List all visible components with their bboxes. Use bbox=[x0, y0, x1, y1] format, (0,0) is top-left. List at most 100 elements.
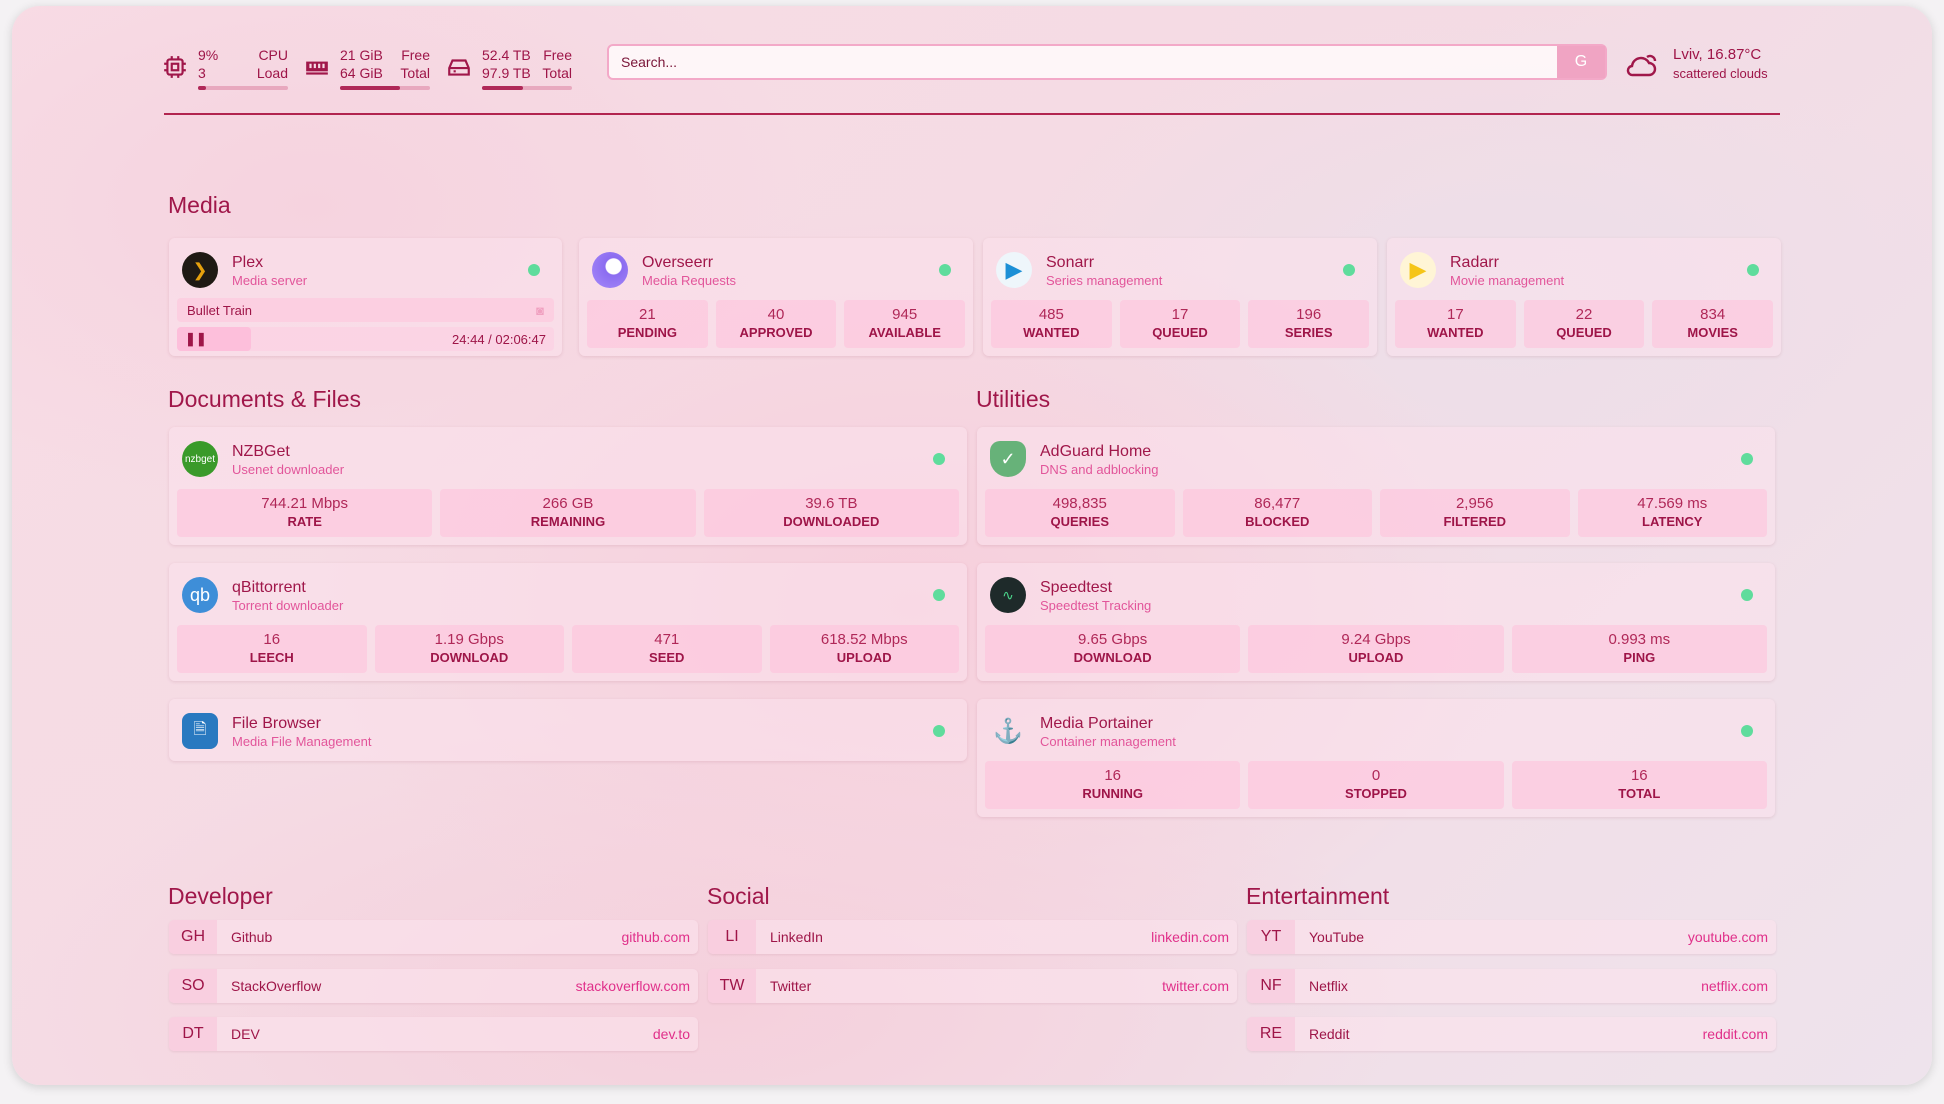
bookmark-twitter[interactable]: TW Twitter twitter.com bbox=[708, 968, 1237, 1003]
stat-label: UPLOAD bbox=[836, 650, 892, 665]
stat-block: 618.52 Mbps UPLOAD bbox=[769, 625, 959, 673]
bookmark-github[interactable]: GH Github github.com bbox=[169, 920, 698, 954]
stat-label: SEED bbox=[649, 650, 685, 665]
stat-value: 9.65 Gbps bbox=[1078, 631, 1148, 648]
disk-free-label: Free bbox=[543, 47, 572, 63]
bookmark-abbr: LI bbox=[708, 920, 756, 954]
stat-label: REMAINING bbox=[530, 514, 606, 529]
stat-value: 86,477 bbox=[1254, 495, 1301, 512]
overseerr-logo-icon bbox=[592, 252, 628, 288]
service-name: Radarr bbox=[1450, 253, 1499, 271]
stat-label: BLOCKED bbox=[1245, 514, 1310, 529]
memory-widget: 21 GiB Free 64 GiB Total bbox=[304, 46, 430, 90]
service-card-qbittorrent[interactable]: qb qBittorrent Torrent downloader 16 LEECH 1.… bbox=[169, 563, 967, 681]
stat-value: 266 GB bbox=[542, 495, 594, 512]
bookmark-url: netflix.com bbox=[1701, 977, 1768, 994]
memory-total-value: 64 GiB bbox=[340, 65, 383, 81]
memory-bar bbox=[340, 86, 430, 90]
status-dot bbox=[1741, 453, 1753, 465]
now-playing-title: Bullet Train bbox=[187, 302, 253, 318]
stat-value: 17 bbox=[1171, 306, 1189, 323]
bookmark-url: twitter.com bbox=[1162, 977, 1229, 994]
tv-icon: ◙ bbox=[536, 302, 544, 318]
status-dot bbox=[933, 725, 945, 737]
stat-value: 16 bbox=[263, 631, 281, 648]
filebrowser-logo-icon: 🗎 bbox=[182, 713, 218, 749]
stat-block: 9.65 Gbps DOWNLOAD bbox=[985, 625, 1241, 673]
bookmark-stackoverflow[interactable]: SO StackOverflow stackoverflow.com bbox=[169, 968, 698, 1003]
bookmark-abbr: RE bbox=[1247, 1017, 1295, 1051]
service-name: Overseerr bbox=[642, 253, 714, 271]
stat-value: 1.19 Gbps bbox=[434, 631, 504, 648]
service-card-plex[interactable]: ❯ Plex Media server Bullet Train ◙ ❚❚ 24:44… bbox=[169, 238, 562, 356]
bookmark-name: Netflix bbox=[1309, 977, 1348, 994]
status-dot bbox=[528, 264, 540, 276]
bookmark-reddit[interactable]: RE Reddit reddit.com bbox=[1247, 1017, 1776, 1051]
speedtest-logo-icon: ∿ bbox=[990, 577, 1026, 613]
bookmark-linkedin[interactable]: LI LinkedIn linkedin.com bbox=[708, 920, 1237, 954]
bookmark-url: reddit.com bbox=[1702, 1026, 1768, 1042]
stat-label: DOWNLOAD bbox=[1073, 650, 1152, 665]
pause-icon[interactable]: ❚❚ bbox=[185, 331, 207, 346]
stat-value: 2,956 bbox=[1455, 495, 1494, 512]
bookmark-url: dev.to bbox=[652, 1026, 690, 1042]
stat-block: 945 AVAILABLE bbox=[844, 300, 966, 348]
playback-progress[interactable]: ❚❚ 24:44 / 02:06:47 bbox=[177, 327, 554, 351]
stat-label: DOWNLOAD bbox=[430, 650, 509, 665]
stat-label: PENDING bbox=[617, 325, 677, 340]
stat-label: AVAILABLE bbox=[868, 325, 941, 340]
bookmark-name: StackOverflow bbox=[231, 977, 322, 994]
disk-bar bbox=[482, 86, 572, 90]
cloud-sun-icon bbox=[1626, 54, 1657, 76]
search-provider-button[interactable]: G bbox=[1557, 46, 1605, 78]
stat-value: 16 bbox=[1104, 767, 1121, 784]
stat-block: 1.19 Gbps DOWNLOAD bbox=[374, 625, 564, 673]
service-card-radarr[interactable]: ▶ Radarr Movie management 17 WANTED 22 QUEUED 8… bbox=[1387, 238, 1781, 356]
stat-block: 39.6 TB DOWNLOADED bbox=[703, 489, 959, 537]
stat-block: 471 SEED bbox=[572, 625, 762, 673]
header-divider bbox=[164, 113, 1780, 115]
sonarr-logo-icon: ▶ bbox=[996, 252, 1032, 288]
service-card-sonarr[interactable]: ▶ Sonarr Series management 485 WANTED 17 QUEUE… bbox=[983, 238, 1377, 356]
weather-widget: Lviv, 16.87°C scattered clouds bbox=[1625, 46, 1768, 81]
service-name: Plex bbox=[232, 253, 264, 271]
stat-value: 471 bbox=[654, 631, 680, 648]
service-name: NZBGet bbox=[232, 442, 290, 460]
stat-label: LATENCY bbox=[1642, 514, 1703, 529]
bookmark-name: DEV bbox=[231, 1026, 260, 1042]
section-title-entertainment: Entertainment bbox=[1246, 883, 1390, 909]
service-name: Speedtest bbox=[1040, 578, 1113, 596]
service-name: qBittorrent bbox=[232, 578, 306, 596]
stat-value: 0.993 ms bbox=[1608, 631, 1671, 648]
stat-block: 47.569 ms LATENCY bbox=[1577, 489, 1767, 537]
stat-block: 9.24 Gbps UPLOAD bbox=[1248, 625, 1504, 673]
status-dot bbox=[1343, 264, 1355, 276]
service-card-media-portainer[interactable]: ⚓ Media Portainer Container management 16 RU… bbox=[977, 699, 1775, 817]
status-dot bbox=[1741, 589, 1753, 601]
service-card-overseerr[interactable]: Overseerr Media Requests 21 PENDING 40 APPROV… bbox=[579, 238, 973, 356]
bookmark-url: linkedin.com bbox=[1151, 929, 1229, 945]
status-dot bbox=[939, 264, 951, 276]
service-card-speedtest[interactable]: ∿ Speedtest Speedtest Tracking 9.65 Gbps DOW… bbox=[977, 563, 1775, 681]
stat-label: QUEUED bbox=[1152, 325, 1208, 340]
service-card-adguard-home[interactable]: ✓ AdGuard Home DNS and adblocking 498,835 QU… bbox=[977, 427, 1775, 545]
service-desc: Torrent downloader bbox=[232, 597, 344, 613]
bookmark-dev[interactable]: DT DEV dev.to bbox=[169, 1017, 698, 1051]
service-name: AdGuard Home bbox=[1040, 442, 1152, 460]
weather-condition: scattered clouds bbox=[1673, 66, 1768, 81]
stat-block: 22 QUEUED bbox=[1523, 300, 1645, 348]
weather-location-temp: Lviv, 16.87°C bbox=[1673, 46, 1762, 63]
bookmark-youtube[interactable]: YT YouTube youtube.com bbox=[1247, 920, 1776, 954]
stat-label: QUERIES bbox=[1050, 514, 1109, 529]
stat-block: 40 APPROVED bbox=[715, 300, 837, 348]
bookmark-abbr: TW bbox=[708, 968, 756, 1003]
service-card-file-browser[interactable]: 🗎 File Browser Media File Management bbox=[169, 699, 967, 761]
stat-block: 16 TOTAL bbox=[1511, 761, 1767, 809]
service-card-nzbget[interactable]: nzbget NZBGet Usenet downloader 744.21 Mbps… bbox=[169, 427, 967, 545]
memory-free-label: Free bbox=[401, 47, 430, 63]
search-input[interactable] bbox=[609, 54, 1557, 70]
bookmark-netflix[interactable]: NF Netflix netflix.com bbox=[1247, 968, 1776, 1003]
stat-value: 39.6 TB bbox=[805, 495, 858, 512]
stat-value: 485 bbox=[1038, 306, 1064, 323]
stat-value: 744.21 Mbps bbox=[261, 495, 349, 512]
